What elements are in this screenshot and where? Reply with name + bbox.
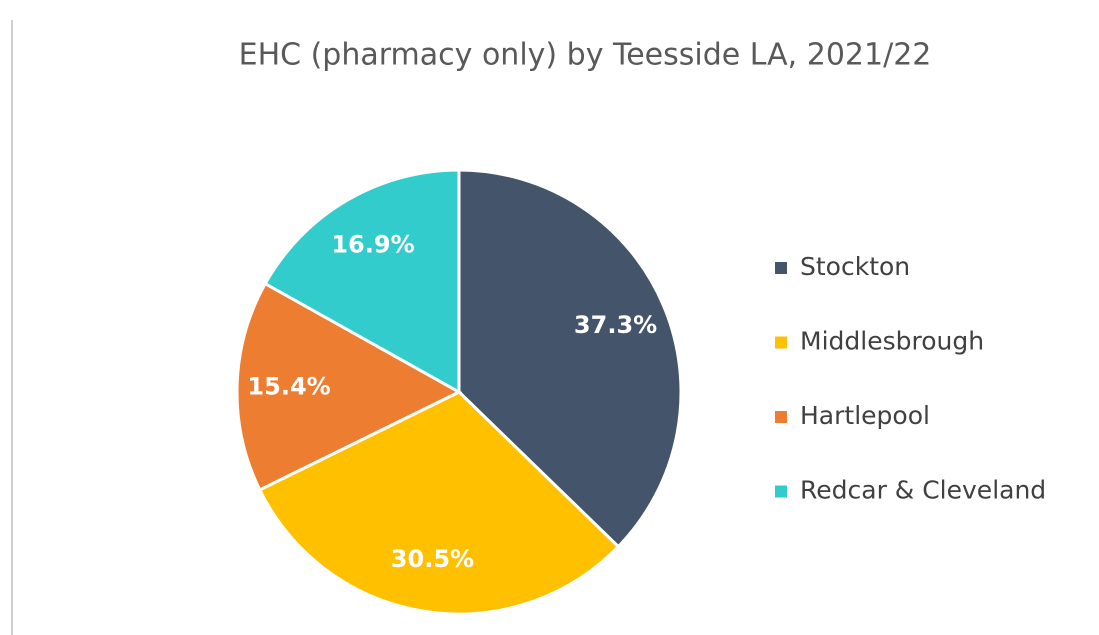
data-label: 15.4% bbox=[247, 372, 330, 400]
data-label: 30.5% bbox=[391, 545, 474, 573]
legend-swatch bbox=[775, 411, 787, 423]
chart-title: EHC (pharmacy only) by Teesside LA, 2021… bbox=[239, 38, 932, 73]
legend-label: Redcar & Cleveland bbox=[800, 476, 1046, 505]
legend-swatch bbox=[775, 336, 787, 349]
data-label: 37.3% bbox=[574, 311, 657, 339]
pie-slice bbox=[235, 281, 463, 492]
legend-label: Middlesbrough bbox=[800, 327, 984, 356]
legend-swatch bbox=[775, 485, 787, 498]
pie-slice bbox=[457, 168, 683, 549]
legend-label: Stockton bbox=[800, 252, 910, 281]
data-label: 16.9% bbox=[331, 230, 414, 258]
legend-swatch bbox=[775, 262, 787, 274]
legend-label: Hartlepool bbox=[800, 401, 930, 430]
pie-slice bbox=[263, 168, 461, 395]
